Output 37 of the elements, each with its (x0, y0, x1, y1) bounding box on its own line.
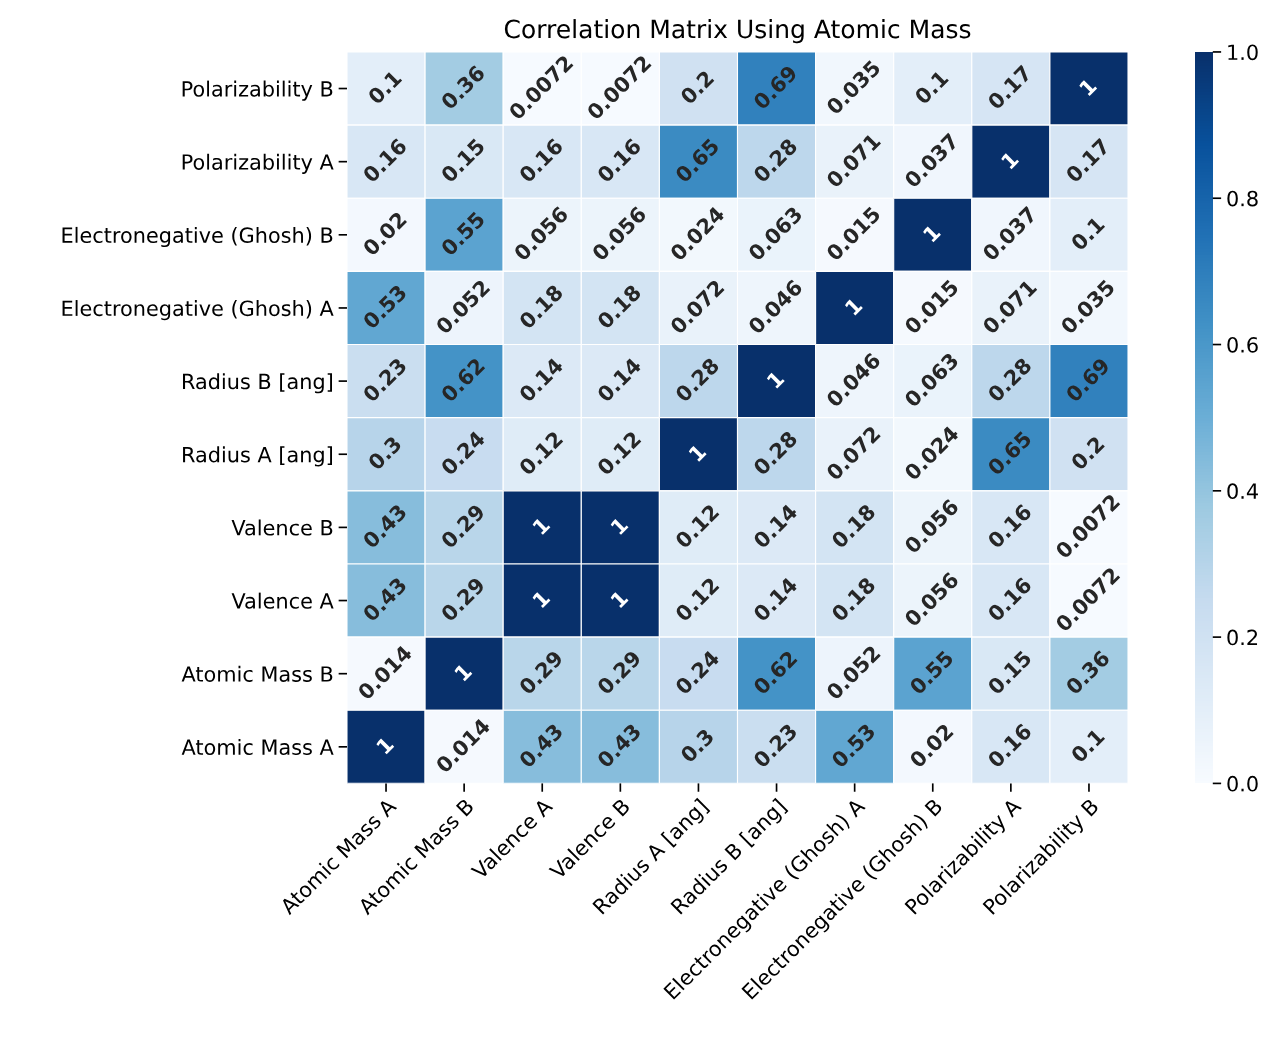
data-label: 0.3 (366, 435, 403, 471)
data-label: 0.2 (679, 69, 715, 106)
y-tick-label: Polarizability A (182, 153, 334, 174)
y-tick-label: Electronegative (Ghosh) A (62, 300, 334, 321)
data-label: 0.1 (1069, 215, 1106, 252)
data-label: 0.3 (679, 728, 715, 764)
data-label: 1 (454, 662, 473, 682)
y-tick-label: Atomic Mass B (181, 665, 333, 682)
data-label: 1 (532, 516, 551, 535)
data-label: 1 (532, 589, 551, 609)
data-label: 1 (1078, 77, 1098, 97)
y-tick-label: Radius A [ang] (183, 446, 332, 467)
data-label: 1 (922, 224, 941, 243)
data-label: 0.2 (1069, 435, 1105, 471)
data-label: 1 (844, 297, 863, 316)
color-bar-label: 0.4 (1227, 483, 1258, 500)
y-tick-label: Atomic Mass A (181, 738, 334, 756)
chart-title: Correlation Matrix Using Atomic Mass (504, 19, 971, 44)
y-tick-label: Polarizability B (182, 80, 333, 101)
color-bar-label: 0.2 (1227, 629, 1258, 646)
data-label: 1 (610, 589, 629, 609)
y-tick-label: Valence A (231, 592, 334, 609)
color-bar-label: 0.8 (1227, 190, 1258, 207)
color-bar-label: 1.0 (1228, 44, 1258, 61)
data-label: 0.1 (913, 69, 950, 106)
color-bar-label: 0.0 (1227, 775, 1258, 792)
data-label: 1 (766, 370, 785, 389)
data-label: 1 (688, 443, 707, 462)
y-tick-label: Electronegative (Ghosh) B (62, 226, 333, 248)
data-label: 1 (610, 516, 629, 535)
data-label: 1 (1000, 150, 1020, 170)
y-tick-label: Radius B [ang] (183, 373, 332, 394)
data-label: 0.1 (1069, 727, 1106, 764)
color-bar-label: 0.6 (1227, 336, 1258, 353)
data-label: 1 (375, 736, 395, 755)
data-label: 0.1 (366, 69, 403, 106)
y-tick-label: Valence B (231, 519, 333, 536)
